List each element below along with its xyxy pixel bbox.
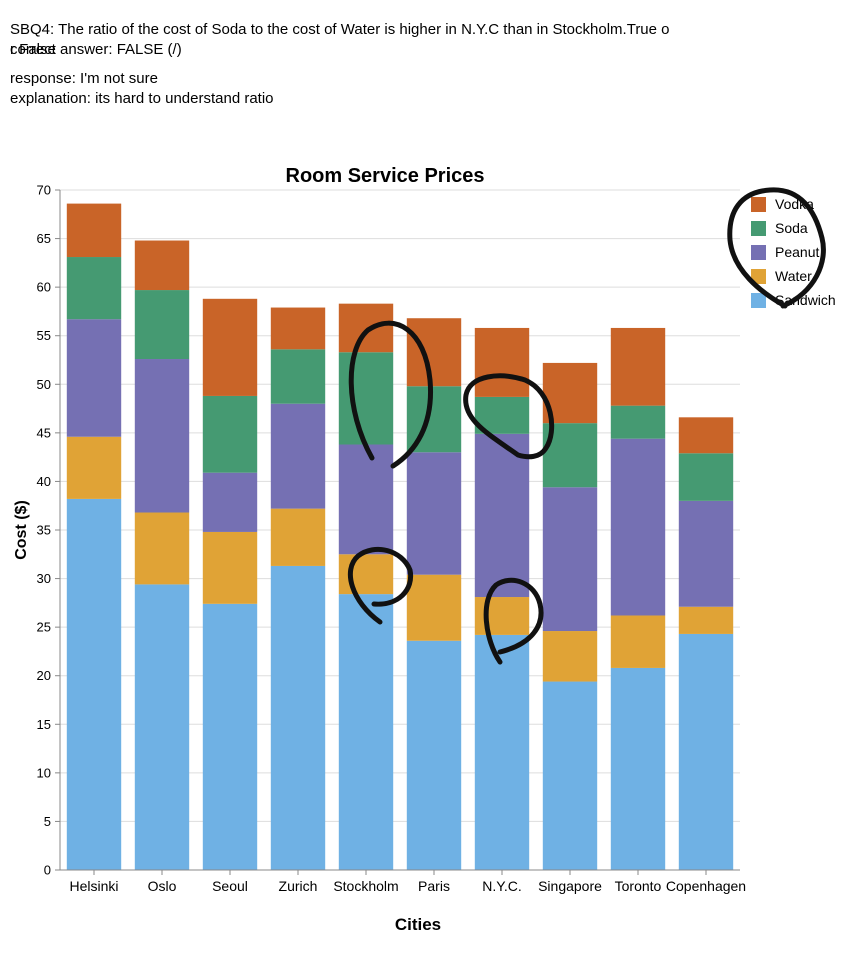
- circle-stockholm-water: [347, 546, 414, 625]
- x-tick-label: N.Y.C.: [482, 878, 521, 894]
- bar-n-y-c-sandwich: [474, 634, 530, 870]
- circle-nyc-water: [483, 577, 544, 665]
- bar-singapore-sandwich: [542, 681, 598, 870]
- bar-seoul-peanut: [202, 472, 258, 532]
- bar-toronto-soda: [610, 405, 666, 439]
- y-tick-label: 35: [37, 523, 51, 538]
- x-axis-title: Cities: [395, 915, 441, 934]
- bar-copenhagen-soda: [678, 453, 734, 501]
- x-tick-label: Helsinki: [69, 878, 118, 894]
- bar-oslo-vodka: [134, 240, 190, 291]
- bar-copenhagen-vodka: [678, 417, 734, 454]
- legend-swatch-sandwich: [751, 293, 766, 308]
- correct-answer: correct answer: FALSE (/): [10, 41, 182, 58]
- bar-zurich-water: [270, 508, 326, 566]
- legend-label-peanut: Peanut: [775, 244, 819, 260]
- bar-seoul-soda: [202, 395, 258, 473]
- explanation-text: explanation: its hard to understand rati…: [10, 90, 274, 107]
- bar-helsinki-peanut: [66, 319, 122, 437]
- bar-oslo-soda: [134, 290, 190, 360]
- bar-stockholm-sandwich: [338, 594, 394, 870]
- question-text: SBQ4: The ratio of the cost of Soda to t…: [10, 21, 670, 38]
- x-axis: Helsinki Oslo Seoul Zurich Stockholm Paris N.Y…: [60, 869, 746, 894]
- y-tick-label: 40: [37, 474, 51, 489]
- bar-copenhagen-sandwich: [678, 633, 734, 870]
- circle-legend: [727, 187, 826, 309]
- y-tick-label: 10: [37, 765, 51, 780]
- chart-title: Room Service Prices: [286, 165, 485, 187]
- x-tick-label: Seoul: [212, 878, 248, 894]
- legend-swatch-vodka: [751, 197, 766, 212]
- y-tick-label: 0: [44, 863, 51, 878]
- bar-helsinki-vodka: [66, 203, 122, 258]
- bar-seoul-vodka: [202, 298, 258, 396]
- bar-n-y-c-peanut: [474, 433, 530, 598]
- legend-swatch-soda: [751, 221, 766, 236]
- bar-paris-peanut: [406, 452, 462, 575]
- bar-zurich-sandwich: [270, 565, 326, 870]
- y-tick-label: 45: [37, 425, 51, 440]
- bar-singapore-water: [542, 631, 598, 682]
- legend-label-water: Water: [775, 268, 812, 284]
- y-tick-label: 25: [37, 620, 51, 635]
- y-tick-label: 50: [37, 377, 51, 392]
- x-tick-label: Toronto: [615, 878, 662, 894]
- y-tick-label: 20: [37, 668, 51, 683]
- x-tick-label: Oslo: [148, 878, 177, 894]
- bar-toronto-peanut: [610, 438, 666, 616]
- x-tick-label: Copenhagen: [666, 878, 746, 894]
- bar-zurich-vodka: [270, 307, 326, 350]
- bar-copenhagen-water: [678, 606, 734, 634]
- x-tick-label: Paris: [418, 878, 450, 894]
- handwritten-annotations: [347, 187, 826, 665]
- bar-singapore-peanut: [542, 487, 598, 632]
- bar-helsinki-sandwich: [66, 498, 122, 870]
- bar-oslo-sandwich: [134, 584, 190, 870]
- y-tick-label: 70: [37, 183, 51, 198]
- bar-seoul-water: [202, 531, 258, 604]
- y-tick-label: 65: [37, 231, 51, 246]
- stacked-bar-chart: 0 5 10 15 20 25 30 35 40 45 50 55 60 65 70 Helsinki Osl…: [13, 165, 836, 934]
- y-tick-label: 55: [37, 328, 51, 343]
- bar-oslo-peanut: [134, 359, 190, 513]
- bar-oslo-water: [134, 512, 190, 585]
- overlapping-text-a: r False: [10, 41, 56, 58]
- bar-n-y-c-water: [474, 597, 530, 635]
- bar-helsinki-soda: [66, 257, 122, 320]
- bar-stockholm-vodka: [338, 303, 394, 353]
- bar-zurich-soda: [270, 349, 326, 404]
- legend-label-soda: Soda: [775, 220, 808, 236]
- bar-paris-water: [406, 574, 462, 641]
- bars: [66, 203, 734, 870]
- y-axis-title: Cost ($): [13, 500, 30, 560]
- bar-stockholm-water: [338, 554, 394, 595]
- bar-paris-vodka: [406, 318, 462, 387]
- bar-n-y-c-vodka: [474, 327, 530, 397]
- y-axis: 0 5 10 15 20 25 30 35 40 45 50 55 60 65 70: [37, 183, 61, 878]
- bar-toronto-water: [610, 615, 666, 668]
- y-tick-label: 30: [37, 571, 51, 586]
- bar-stockholm-soda: [338, 352, 394, 445]
- bar-copenhagen-peanut: [678, 500, 734, 607]
- legend-swatch-water: [751, 269, 766, 284]
- bar-paris-sandwich: [406, 640, 462, 870]
- circle-nyc-soda: [463, 373, 555, 460]
- bar-stockholm-peanut: [338, 444, 394, 555]
- x-tick-label: Singapore: [538, 878, 602, 894]
- bar-toronto-vodka: [610, 327, 666, 406]
- circle-stockholm-soda: [348, 320, 434, 469]
- bar-toronto-sandwich: [610, 667, 666, 870]
- x-tick-label: Zurich: [279, 878, 318, 894]
- legend-swatch-peanut: [751, 245, 766, 260]
- bar-zurich-peanut: [270, 403, 326, 509]
- bar-helsinki-water: [66, 436, 122, 499]
- response-text: response: I'm not sure: [10, 70, 158, 87]
- x-tick-label: Stockholm: [333, 878, 398, 894]
- y-tick-label: 15: [37, 717, 51, 732]
- bar-seoul-sandwich: [202, 603, 258, 870]
- y-tick-label: 5: [44, 814, 51, 829]
- y-tick-label: 60: [37, 280, 51, 295]
